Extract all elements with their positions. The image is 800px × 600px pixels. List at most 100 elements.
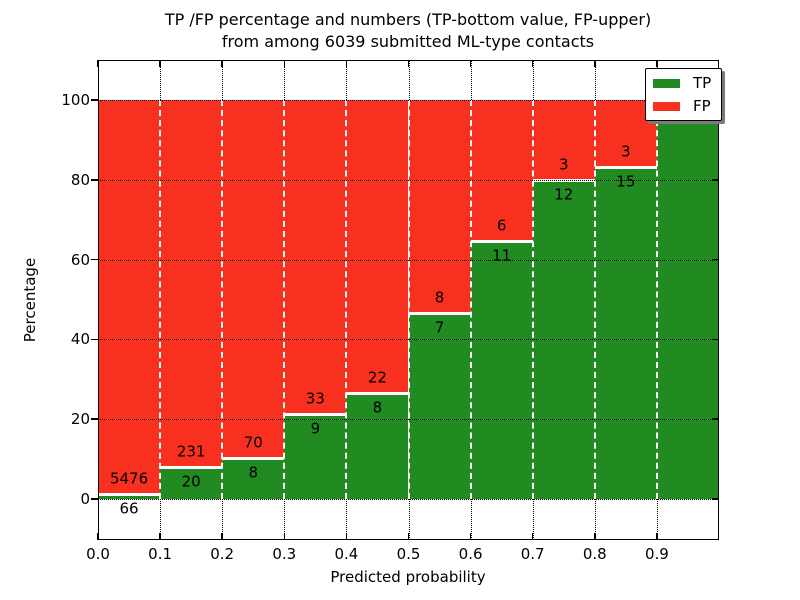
fp-count-label: 5476: [109, 469, 149, 488]
bar-segment-fp: [532, 100, 595, 180]
x-tick-bottom: [283, 533, 286, 540]
horizontal-gridline: [98, 100, 719, 101]
tp-count-label: 8: [248, 463, 259, 482]
y-tick-label: 80: [70, 170, 90, 189]
vertical-gridline-overlay: [593, 100, 596, 499]
bar-segment-tp: [594, 166, 657, 499]
bar-segment-tp: [222, 458, 285, 499]
x-tick-label: 0.2: [210, 545, 235, 563]
x-tick-label: 0.8: [582, 545, 607, 563]
y-tick-label: 60: [70, 250, 90, 269]
x-tick-label: 0.3: [272, 545, 297, 563]
y-tick-left: [91, 498, 98, 500]
chart-title-line2: from among 6039 submitted ML-type contac…: [221, 32, 595, 51]
legend-label-fp: FP: [693, 97, 711, 115]
bar-segment-tp: [284, 413, 347, 499]
y-tick-left: [91, 179, 98, 181]
vertical-gridline-overlay: [469, 100, 472, 499]
legend-label-tp: TP: [693, 74, 712, 92]
y-tick-left: [91, 99, 98, 101]
x-tick-label: 0.7: [520, 545, 545, 563]
x-tick-label: 0.9: [644, 545, 669, 563]
tp-count-label: 11: [492, 246, 512, 265]
x-tick-label: 0.4: [334, 545, 359, 563]
x-tick-top: [531, 60, 534, 67]
x-tick-top: [656, 60, 658, 67]
y-axis-label: Percentage: [21, 257, 39, 343]
legend-row-tp: TP: [653, 75, 711, 91]
bar-segment-tp: [408, 312, 471, 499]
vertical-gridline-overlay: [531, 100, 534, 499]
x-tick-label: 0.1: [148, 545, 173, 563]
tp-count-label: 9: [310, 419, 321, 437]
tp-count-label: 7: [434, 318, 445, 337]
chart-title-line1: TP /FP percentage and numbers (TP-bottom…: [164, 10, 652, 29]
y-tick-label: 20: [70, 410, 90, 429]
horizontal-gridline: [98, 339, 719, 341]
y-tick-right: [712, 179, 719, 181]
y-tick-right: [712, 258, 719, 261]
vertical-gridline-overlay: [655, 100, 658, 499]
fp-count-label: 33: [305, 389, 325, 407]
legend-swatch-tp: [653, 78, 680, 88]
y-tick-right: [712, 418, 719, 420]
y-tick-left: [91, 418, 98, 420]
fp-count-label: 6: [496, 216, 507, 235]
bar-segment-fp: [284, 100, 347, 414]
legend: TP FP: [645, 68, 723, 121]
x-tick-top: [221, 60, 223, 67]
x-tick-top: [345, 60, 348, 67]
bar-segment-fp: [470, 100, 533, 241]
tp-count-label: 20: [181, 472, 201, 491]
tp-count-label: 15: [616, 172, 636, 190]
bar-segment-fp: [98, 100, 161, 495]
x-tick-bottom: [594, 533, 596, 540]
bar-segment-fp: [346, 100, 409, 393]
vertical-gridline-overlay: [407, 100, 410, 499]
fp-count-label: 3: [621, 142, 631, 160]
x-tick-label: 0.6: [458, 545, 483, 563]
vertical-gridline-overlay: [283, 100, 286, 499]
legend-row-fp: FP: [653, 98, 711, 114]
horizontal-gridline: [98, 179, 719, 181]
horizontal-gridline: [98, 499, 719, 500]
bar-segment-tp: [98, 494, 161, 499]
bar-segment-tp: [346, 392, 409, 499]
x-tick-top: [594, 60, 596, 67]
legend-swatch-fp: [653, 101, 680, 111]
x-tick-bottom: [97, 533, 99, 540]
y-tick-left: [91, 258, 98, 261]
y-tick-right: [712, 338, 719, 341]
x-tick-bottom: [345, 533, 348, 540]
x-tick-label: 0.5: [396, 545, 421, 563]
fp-count-label: 70: [243, 433, 263, 452]
tp-count-label: 8: [372, 398, 383, 417]
fp-count-label: 231: [176, 442, 206, 461]
vertical-gridline-overlay: [221, 100, 224, 499]
y-tick-right: [712, 498, 719, 500]
x-tick-bottom: [656, 533, 658, 540]
bar-segment-fp: [160, 100, 223, 468]
x-tick-bottom: [221, 533, 223, 540]
x-tick-bottom: [407, 533, 410, 540]
x-tick-top: [283, 60, 286, 67]
vertical-gridline-overlay: [159, 100, 162, 499]
y-tick-label: 40: [70, 330, 90, 349]
x-tick-top: [159, 60, 161, 67]
x-tick-bottom: [531, 533, 534, 540]
horizontal-gridline: [98, 259, 719, 261]
bar-segment-fp: [408, 100, 471, 313]
x-axis-label: Predicted probability: [330, 568, 486, 586]
tp-count-label: 12: [554, 185, 574, 204]
y-tick-label: 100: [61, 91, 90, 109]
horizontal-gridline: [98, 419, 719, 421]
x-tick-top: [407, 60, 410, 67]
x-tick-top: [97, 60, 99, 67]
y-tick-label: 0: [80, 490, 90, 508]
fp-count-label: 22: [367, 368, 387, 387]
tp-count-label: 66: [119, 499, 139, 518]
fp-count-label: 8: [434, 288, 445, 307]
fp-count-label: 3: [558, 155, 569, 174]
y-tick-left: [91, 338, 98, 341]
